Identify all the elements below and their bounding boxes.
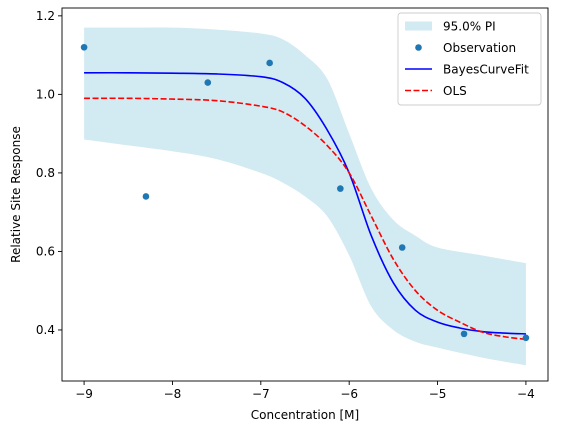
y-tick-label: 0.8 <box>36 166 55 180</box>
axes-frame <box>61 7 549 382</box>
legend-label: OLS <box>443 84 467 98</box>
observation-point <box>460 330 468 338</box>
y-tick-label: 0.4 <box>36 323 55 337</box>
prediction-interval-band <box>84 27 526 366</box>
observation-point <box>337 185 344 192</box>
plot-area <box>80 27 530 366</box>
x-tick-label: −8 <box>164 387 182 401</box>
y-tick-label: 0.6 <box>36 244 55 258</box>
x-tick-label: −9 <box>75 387 93 401</box>
legend-box <box>397 12 542 106</box>
y-tick-label: 1.0 <box>36 87 55 101</box>
x-tick-label: −4 <box>517 387 535 401</box>
legend-handle-marker <box>415 44 422 51</box>
legend: 95.0% PI Observation BayesCurveFit OLS <box>397 12 542 106</box>
observation-point <box>398 244 406 251</box>
y-axis-label: Relative Site Response <box>9 126 23 263</box>
observation-point <box>80 43 88 51</box>
x-axis-label: Concentration [M] <box>251 408 359 422</box>
x-tick-label: −7 <box>252 387 270 401</box>
legend-handle-band <box>405 21 432 31</box>
observation-point <box>204 79 212 86</box>
x-tick-label: −5 <box>429 387 447 401</box>
observation-point <box>522 334 530 342</box>
axis-ticks: −9 −8 −7 −6 −5 −4 0.4 0.6 0.8 1.0 1.2 <box>36 9 535 401</box>
observation-point <box>266 59 273 67</box>
legend-label: BayesCurveFit <box>443 62 529 76</box>
y-tick-label: 1.2 <box>36 9 55 23</box>
observation-point <box>142 193 150 200</box>
legend-label: Observation <box>443 41 516 55</box>
x-tick-label: −6 <box>340 387 358 401</box>
ols-line <box>84 97 527 341</box>
legend-label: 95.0% PI <box>443 19 496 33</box>
